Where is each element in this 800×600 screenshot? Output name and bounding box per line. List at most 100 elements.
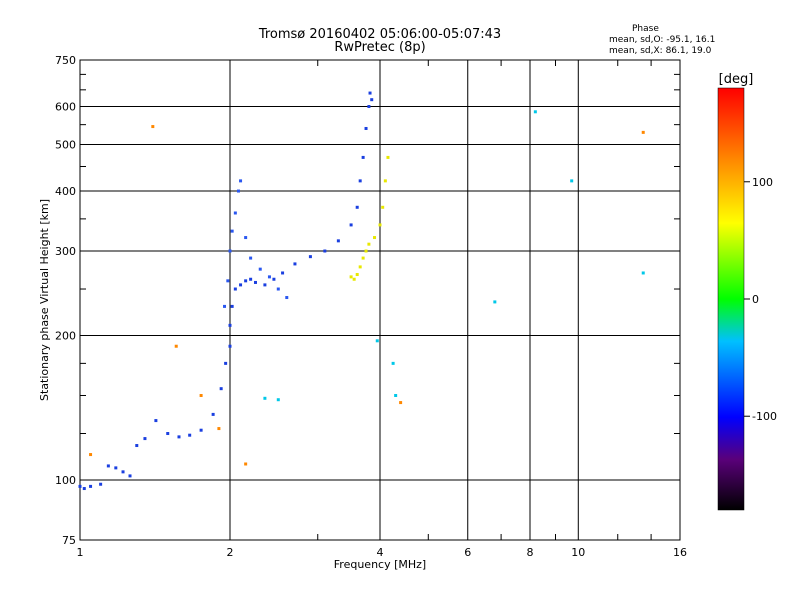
chart-subtitle: RwPretec (8p) [334, 40, 426, 55]
data-point [128, 474, 132, 478]
data-point [258, 267, 262, 271]
data-point [106, 464, 110, 468]
data-point [323, 249, 327, 253]
data-point [244, 279, 248, 283]
data-point [253, 280, 257, 284]
data-point [370, 98, 374, 102]
colorbar-ticks: 100 0 -100 [744, 176, 777, 423]
point-group [349, 155, 390, 281]
data-point [99, 482, 103, 486]
data-point [89, 453, 93, 457]
data-point [236, 189, 240, 193]
x-tick-label: 4 [377, 546, 384, 559]
y-tick-label: 600 [55, 101, 76, 114]
y-tick-label: 400 [55, 185, 76, 198]
data-point [154, 419, 158, 423]
data-point [249, 256, 253, 260]
data-point [267, 275, 271, 279]
stats-heading: Phase [632, 24, 659, 34]
data-point [570, 179, 574, 183]
data-point [361, 155, 365, 159]
data-point [391, 361, 395, 365]
data-point [493, 300, 497, 304]
data-point [135, 444, 139, 448]
data-point [228, 323, 232, 327]
data-point [276, 398, 280, 402]
data-point [244, 236, 248, 240]
x-tick-label: 8 [527, 546, 534, 559]
point-group [89, 125, 645, 466]
data-point [89, 484, 93, 488]
colorbar-tick-label: -100 [752, 410, 777, 423]
y-tick-label: 200 [55, 330, 76, 343]
stats-o-line: mean, sd,O: -95.1, 16.1 [609, 35, 716, 45]
data-point [364, 126, 368, 130]
data-points [78, 91, 645, 491]
data-point [263, 283, 267, 287]
data-point [230, 229, 234, 233]
y-tick-label: 100 [55, 474, 76, 487]
point-group [78, 91, 374, 491]
data-point [217, 427, 221, 431]
data-point [378, 223, 382, 227]
data-point [373, 236, 377, 240]
y-tick-label: 500 [55, 139, 76, 152]
data-point [399, 401, 403, 405]
data-point [381, 205, 385, 209]
data-point [272, 277, 276, 281]
x-tick-label: 2 [227, 546, 234, 559]
x-axis-ticks: 1 2 4 6 8 10 16 [77, 60, 687, 559]
x-tick-label: 10 [571, 546, 585, 559]
data-point [281, 271, 285, 275]
point-group [263, 110, 645, 402]
data-point [199, 394, 203, 398]
data-point [368, 91, 372, 95]
data-point [211, 412, 215, 416]
y-tick-label: 750 [55, 54, 76, 67]
data-point [224, 361, 228, 365]
x-tick-label: 6 [464, 546, 471, 559]
data-point [367, 105, 371, 109]
data-point [533, 110, 537, 114]
data-point [364, 249, 368, 253]
data-point [293, 262, 297, 266]
data-point [641, 271, 645, 275]
data-point [143, 437, 147, 441]
data-point [233, 287, 237, 291]
grid-lines [80, 60, 680, 540]
data-point [336, 239, 340, 243]
data-point [78, 484, 82, 488]
data-point [285, 296, 289, 300]
x-axis-label: Frequency [MHz] [334, 558, 426, 571]
colorbar-label: [deg] [719, 72, 754, 87]
data-point [219, 387, 223, 391]
data-point [199, 428, 203, 432]
x-tick-label: 16 [673, 546, 687, 559]
y-tick-label: 300 [55, 245, 76, 258]
data-point [82, 487, 86, 491]
data-point [349, 275, 353, 279]
data-point [121, 470, 125, 474]
data-point [223, 304, 227, 308]
data-point [641, 130, 645, 134]
data-point [383, 179, 387, 183]
data-point [355, 205, 359, 209]
data-point [276, 287, 280, 291]
data-point [358, 265, 362, 269]
data-point [239, 179, 243, 183]
data-point [386, 155, 390, 159]
colorbar-tick-label: 100 [752, 176, 773, 189]
data-point [361, 256, 365, 260]
data-point [233, 211, 237, 215]
data-point [228, 344, 232, 348]
data-point [394, 394, 398, 398]
y-tick-label: 75 [62, 534, 76, 547]
data-point [239, 283, 243, 287]
colorbar-tick-label: 0 [752, 293, 759, 306]
y-axis-ticks: 75 100 200 300 400 500 600 750 [55, 54, 680, 547]
data-point [249, 277, 253, 281]
stats-x-line: mean, sd,X: 86.1, 19.0 [609, 46, 712, 56]
data-point [244, 462, 248, 466]
data-point [230, 304, 234, 308]
